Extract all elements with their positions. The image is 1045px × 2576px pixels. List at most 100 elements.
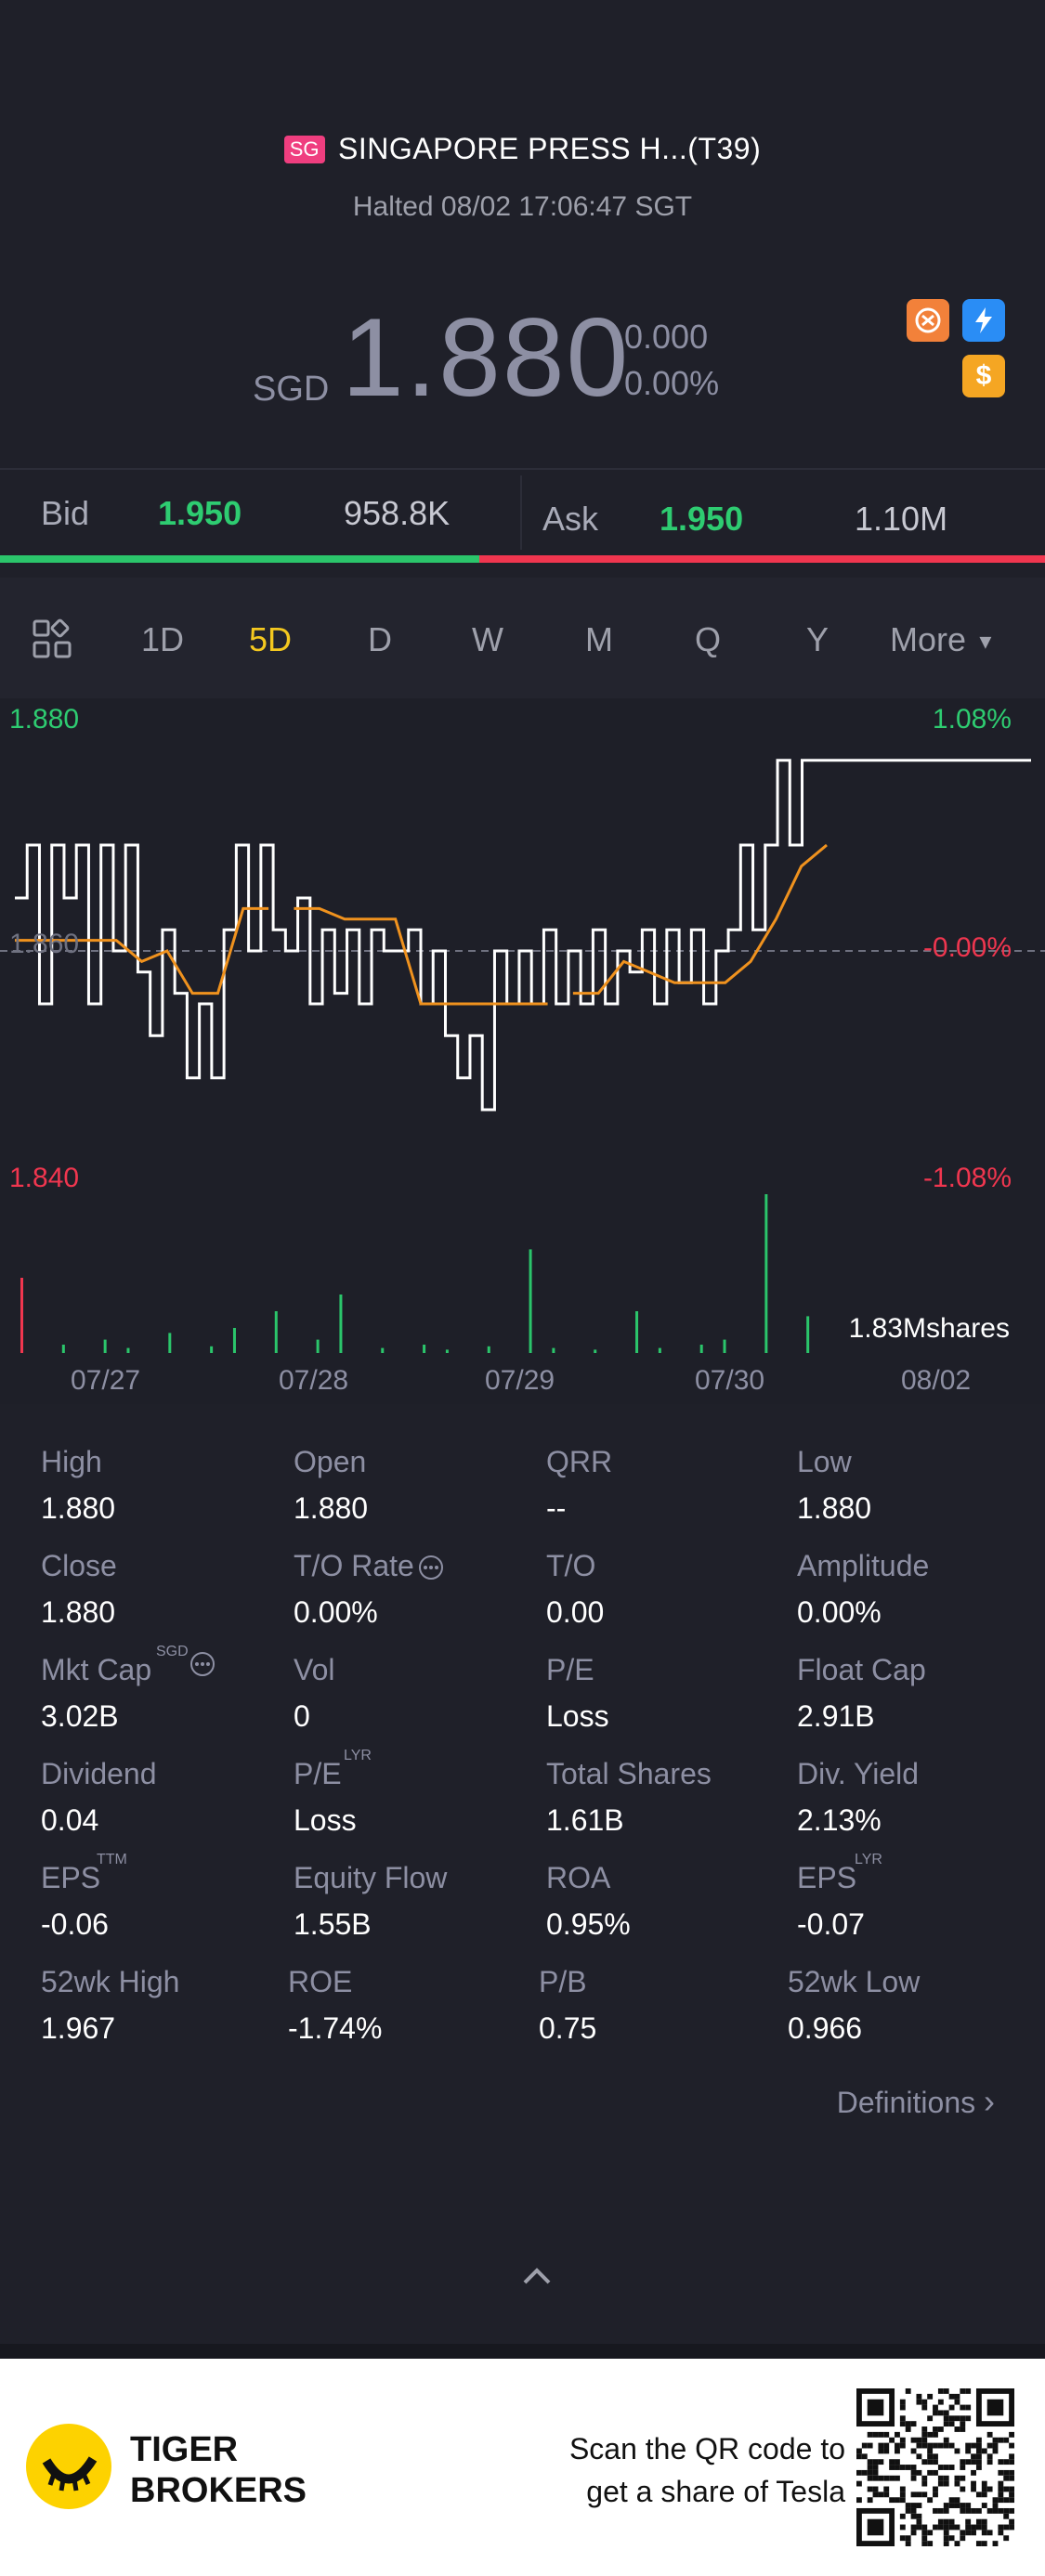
stat-value: 0.00%: [294, 1595, 378, 1629]
stat-value: 1.880: [294, 1491, 369, 1525]
divider: [0, 468, 1045, 470]
stat-label: T/O: [546, 1549, 596, 1582]
stat-value: 0.04: [41, 1803, 99, 1837]
stat-value: -0.07: [797, 1907, 865, 1941]
bid-strength-bar: [0, 555, 479, 563]
volume-bar: [381, 1347, 385, 1353]
trading-status: Halted 08/02 17:06:47 SGT: [352, 191, 693, 222]
stock-title[interactable]: SINGAPORE PRESS H...(T39): [337, 132, 762, 165]
stat-value: 0.95%: [546, 1907, 631, 1941]
stat-value: 1.55B: [294, 1907, 372, 1941]
tab-1d[interactable]: 1D: [141, 620, 185, 658]
more-label: More: [890, 620, 967, 658]
definitions-link[interactable]: Definitions ›: [837, 2082, 995, 2121]
price-line: [15, 759, 1031, 1112]
ask-strength-bar: [479, 555, 1045, 563]
divider: [0, 2344, 1045, 2359]
tab-month[interactable]: M: [585, 620, 613, 658]
stat-value: 3.02B: [41, 1699, 119, 1733]
info-icon[interactable]: [418, 1555, 444, 1585]
volume-bar: [487, 1346, 490, 1353]
price-change-percent: 0.00%: [624, 364, 720, 402]
last-price: 1.880: [342, 295, 631, 420]
average-price-line: [15, 906, 269, 995]
bid-price: 1.950: [158, 494, 242, 532]
pe-lyr-tag: LYR: [344, 1748, 372, 1763]
tab-5d[interactable]: 5D: [249, 620, 293, 658]
scan-line-1: Scan the QR code to: [568, 2432, 845, 2465]
x-tick-label: 07/29: [485, 1365, 555, 1396]
volume-label: 1.83Mshares: [848, 1313, 1010, 1344]
layout-grid-icon[interactable]: [32, 618, 72, 664]
stock-title-row: SG SINGAPORE PRESS H...(T39): [0, 132, 1045, 166]
market-badge: SG: [283, 135, 325, 163]
volume-bar: [210, 1346, 214, 1353]
scan-line-2: get a share of Tesla: [586, 2475, 845, 2508]
stat-value: 0.966: [788, 2011, 863, 2045]
eps-lyr-tag: LYR: [855, 1852, 882, 1867]
volume-bar: [635, 1311, 639, 1353]
stat-label: QRR: [546, 1445, 613, 1478]
x-tick-label: 07/30: [695, 1365, 765, 1396]
volume-bar: [168, 1333, 172, 1353]
tiger-logo-icon: [26, 2424, 111, 2509]
stat-label: P/E: [546, 1653, 594, 1686]
stat-value: 2.91B: [797, 1699, 875, 1733]
info-icon[interactable]: [189, 1651, 216, 1682]
brand-line-1: TIGER: [130, 2430, 239, 2469]
stat-label: Amplitude: [797, 1549, 930, 1582]
stat-label: Div. Yield: [797, 1757, 920, 1790]
tab-year[interactable]: Y: [806, 620, 829, 658]
volume-bar: [61, 1345, 65, 1353]
stat-label: Float Cap: [797, 1653, 926, 1686]
volume-bar: [699, 1345, 703, 1353]
pct-high-label: 1.08%: [932, 704, 1012, 735]
stat-label: EPS: [797, 1861, 857, 1894]
stat-label: P/B: [539, 1965, 587, 1998]
volume-bar: [316, 1339, 320, 1353]
stat-label: Total Shares: [546, 1757, 712, 1790]
stat-label: Mkt Cap: [41, 1653, 152, 1686]
caret-down-icon: ▼: [975, 630, 996, 654]
pct-mid-label: -0.00%: [922, 932, 1012, 963]
y-high-label: 1.880: [9, 704, 80, 735]
volume-bar: [658, 1347, 661, 1353]
stat-value: 0: [294, 1699, 310, 1733]
dollar-icon[interactable]: $: [962, 355, 1005, 397]
tab-quarter[interactable]: Q: [695, 620, 722, 658]
alert-icon[interactable]: [907, 299, 949, 342]
stat-label: 52wk High: [41, 1965, 180, 1998]
tab-more[interactable]: More ▼: [890, 620, 996, 659]
volume-bar: [274, 1311, 278, 1353]
stat-value: 0.00: [546, 1595, 605, 1629]
stat-label: ROA: [546, 1861, 611, 1894]
tab-day[interactable]: D: [368, 620, 392, 658]
price-chart[interactable]: [0, 698, 1045, 1404]
volume-bar: [723, 1339, 726, 1353]
y-low-label: 1.840: [9, 1163, 80, 1193]
volume-bar: [103, 1339, 107, 1353]
stat-label: Low: [797, 1445, 852, 1478]
stat-label: P/E: [294, 1757, 342, 1790]
stat-label: ROE: [288, 1965, 353, 1998]
x-tick-label: 07/28: [279, 1365, 349, 1396]
ask-volume: 1.10M: [855, 500, 948, 538]
ask-price: 1.950: [660, 500, 744, 538]
price-change: 0.000: [624, 318, 709, 356]
eps-ttm-tag: TTM: [97, 1852, 127, 1867]
bid-ask-divider: [520, 475, 522, 550]
flash-order-icon[interactable]: [962, 299, 1005, 342]
average-price-line: [294, 906, 548, 1006]
qr-code[interactable]: [856, 2388, 1014, 2546]
chevron-up-icon[interactable]: [522, 2266, 552, 2291]
tab-week[interactable]: W: [472, 620, 503, 658]
stat-label: Open: [294, 1445, 367, 1478]
x-tick-label: 07/27: [71, 1365, 141, 1396]
volume-bar: [806, 1316, 810, 1353]
stat-label: Close: [41, 1549, 117, 1582]
stat-value: 0.75: [539, 2011, 597, 2045]
mkt-cap-currency: SGD: [156, 1644, 189, 1659]
stat-value: 1.880: [797, 1491, 872, 1525]
brand-name: TIGER BROKERS: [130, 2429, 307, 2511]
volume-bar: [764, 1194, 768, 1353]
